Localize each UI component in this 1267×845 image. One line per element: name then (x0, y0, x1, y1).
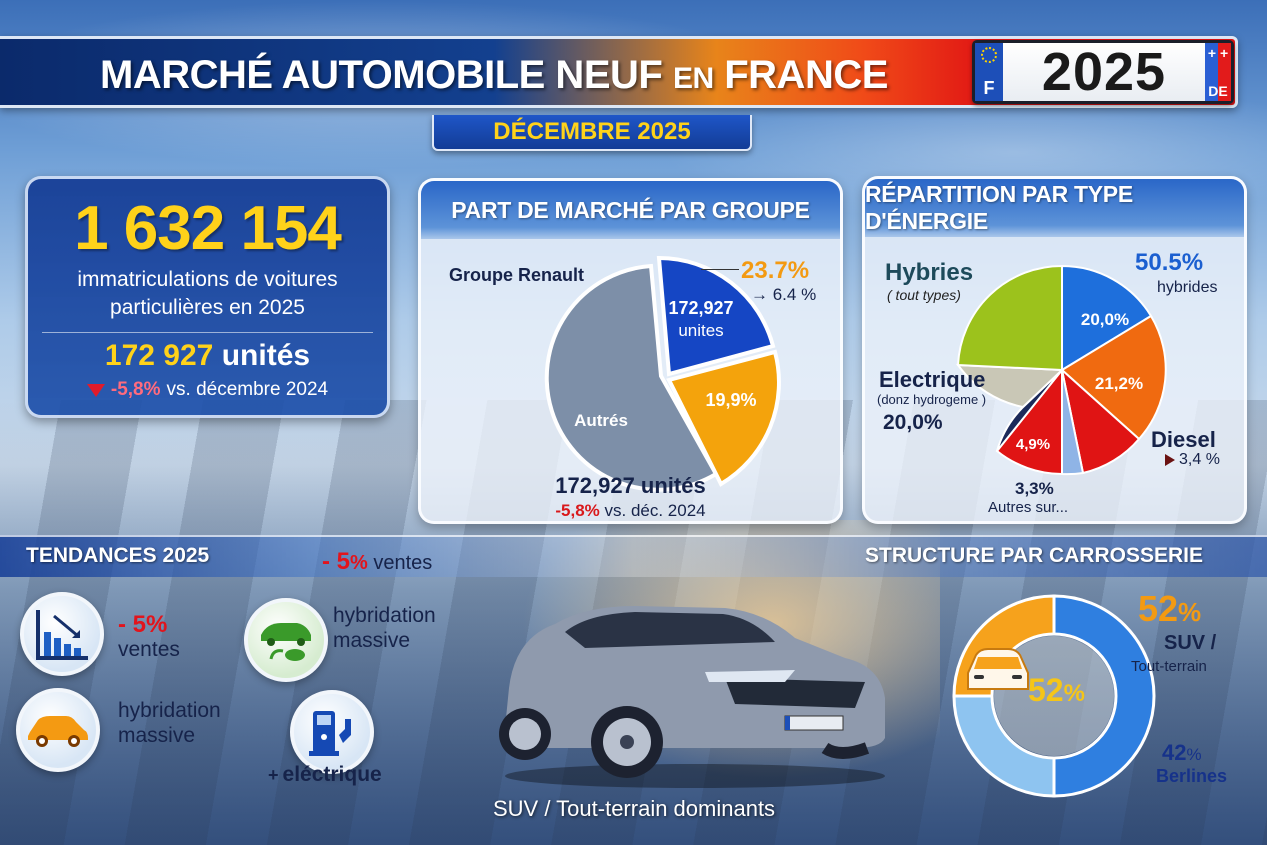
kpi-card: 1 632 154 immatriculations de voitures p… (25, 176, 390, 418)
trend-hybrid-1: hybridation massive (333, 604, 436, 652)
plate-year: 2025 (1041, 42, 1167, 102)
svg-text:20,0%: 20,0% (1081, 310, 1129, 329)
electric-pct: 20,0% (883, 411, 943, 434)
electric-sublabel: (donz hydrogeme ) (877, 392, 987, 407)
down-arrow-icon (86, 383, 105, 397)
svg-text:21,2%: 21,2% (1095, 374, 1143, 393)
donut-center-value: 52% (1028, 672, 1085, 708)
trends-headline: - 5% ventes (322, 548, 433, 575)
eu-flag-strip: F (975, 43, 1003, 101)
body-structure-title: STRUCTURE PAR CARROSSERIE (865, 544, 1203, 567)
december-change: -5,8% vs. décembre 2024 (28, 379, 387, 401)
renault-share: 23.7% (741, 257, 810, 284)
trend-sales: - 5% ventes (118, 611, 180, 661)
energy-pie-chart: 20,0% 21,2% 4,9% (955, 264, 1167, 476)
market-footer: 172,927 unités -5,8% vs. déc. 2024 (555, 473, 706, 520)
svg-text:172,927: 172,927 (668, 298, 733, 318)
svg-text:unites: unites (678, 321, 723, 340)
others-pct: 3,3% (1015, 479, 1054, 498)
charging-pump-icon (290, 690, 374, 774)
svg-text:Autrés: Autrés (574, 411, 628, 430)
renault-change: → 6.4 % (751, 285, 817, 304)
market-share-title: PART DE MARCHÉ PAR GROUPE (421, 181, 840, 239)
svg-text:4,9%: 4,9% (1016, 436, 1050, 453)
month-label: DÉCEMBRE 2025 (432, 115, 752, 151)
sedan-label: Berlines (1156, 766, 1228, 786)
renault-label: Groupe Renault (449, 265, 585, 285)
others-label: Autres sur... (988, 499, 1069, 516)
suv-car-illustration (499, 606, 885, 788)
energy-card: RÉPARTITION PAR TYPE D'ÉNERGIE 20,0% 21,… (862, 176, 1247, 524)
sedan-share: 42% (1162, 740, 1202, 765)
chart-down-icon (20, 592, 104, 676)
energy-title: RÉPARTITION PAR TYPE D'ÉNERGIE (865, 179, 1244, 237)
hybrid-total-label: hybrides (1157, 279, 1218, 296)
svg-text:19,9%: 19,9% (705, 390, 756, 410)
car-front-icon (967, 648, 1029, 690)
offroad-label: Tout-terrain (1131, 658, 1207, 675)
electric-label: Electrique (879, 367, 986, 392)
body-structure-donut-chart (952, 594, 1156, 798)
kpi-description: immatriculations de voitures particulièr… (77, 268, 338, 319)
car-icon (16, 688, 100, 772)
eco-car-icon (244, 598, 328, 682)
trends-title: TENDANCES 2025 (26, 544, 210, 567)
hybrid-label: Hybries (885, 259, 974, 286)
trend-electric: + eléctrique (268, 763, 382, 786)
december-units: 172 927 unités (104, 339, 311, 372)
trend-hybrid-2: hybridation massive (118, 699, 221, 747)
license-plate-badge: F 2025 + + DE (972, 40, 1234, 104)
suv-caption: SUV / Tout-terrain dominants (493, 796, 776, 821)
divider (42, 332, 373, 333)
diesel-pct: 3,4 % (1165, 451, 1220, 469)
suv-share: 52% (1138, 588, 1202, 629)
bottom-section-bar (0, 535, 1267, 577)
page-title: MARCHÉ AUTOMOBILE NEUF EN FRANCE (100, 53, 888, 97)
leader-line (701, 269, 739, 270)
market-share-pie-chart: 172,927 unites 19,9% Autrés (544, 256, 781, 492)
hybrid-total-pct: 50.5% (1135, 249, 1204, 276)
pointer-icon (1165, 454, 1175, 466)
diesel-label: Diesel (1151, 427, 1216, 452)
suv-label: SUV / (1164, 632, 1217, 654)
eu-stars-icon (981, 47, 997, 63)
hybrid-sublabel: ( tout types) (887, 287, 961, 303)
regional-strip: + + DE (1205, 43, 1231, 101)
total-registrations: 1 632 154 (74, 194, 342, 263)
market-share-card: PART DE MARCHÉ PAR GROUPE 172,927 unites… (418, 178, 843, 524)
